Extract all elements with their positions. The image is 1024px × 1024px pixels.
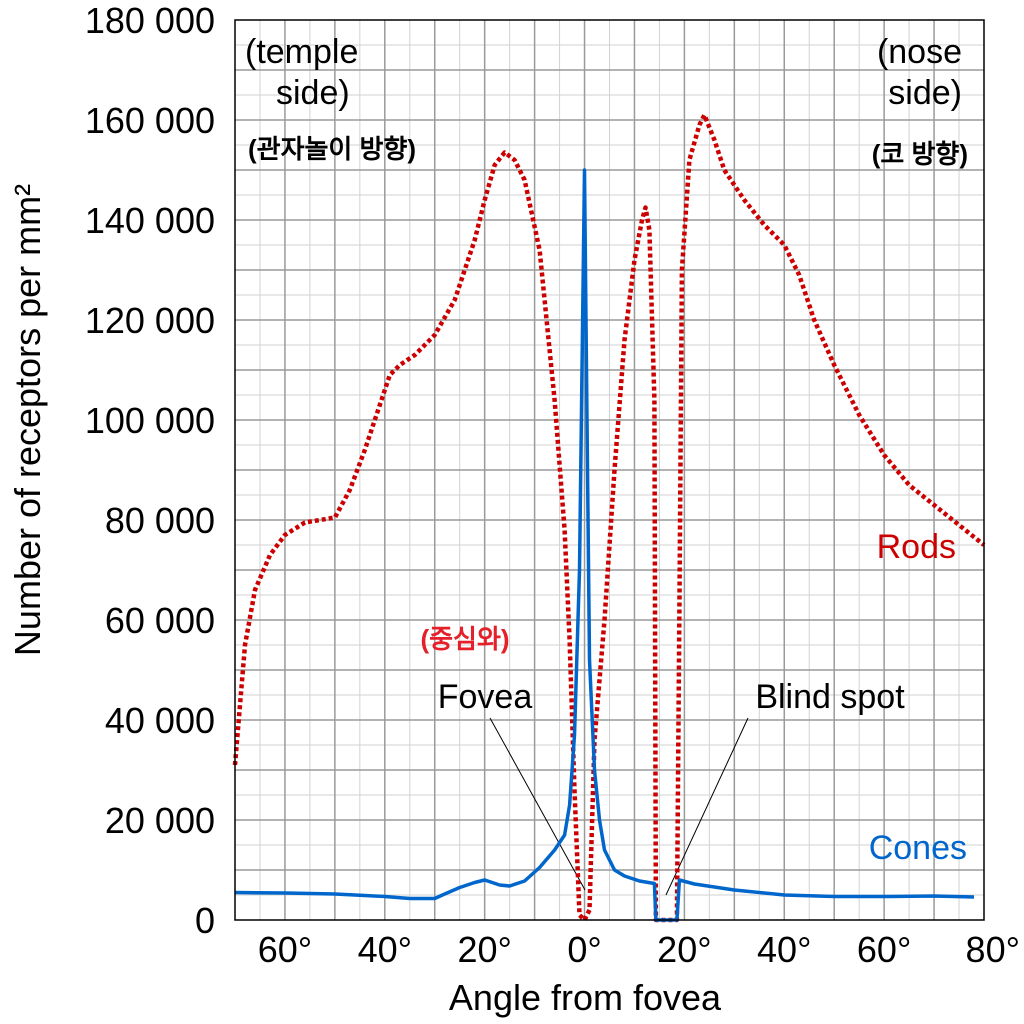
- cones-series-label: Cones: [869, 829, 967, 867]
- blind-spot-leader-line: [665, 717, 749, 896]
- rods-series-line: [232, 112, 986, 923]
- blind-spot-label: Blind spot: [755, 678, 905, 716]
- y-tick-label: 120 000: [85, 300, 215, 341]
- y-tick-label: 80 000: [105, 500, 215, 541]
- fovea-korean-label: (중심와): [420, 624, 509, 654]
- y-tick-label: 20 000: [105, 800, 215, 841]
- nose-side-label-line2: side): [888, 74, 962, 112]
- fovea-label: Fovea: [438, 678, 533, 716]
- y-axis-title: Number of receptors per mm²: [7, 184, 48, 656]
- nose-side-label-line1: (nose: [877, 33, 962, 71]
- y-tick-label: 0: [195, 900, 215, 941]
- x-axis-title: Angle from fovea: [449, 977, 722, 1018]
- y-tick-label: 40 000: [105, 700, 215, 741]
- x-tick-label: 60°: [857, 929, 911, 970]
- nose-side-korean-label: (코 방향): [872, 139, 968, 169]
- plot-frame: [234, 19, 985, 921]
- y-tick-labels: 0 20 000 40 000 60 000 80 000 100 000 120 000 1…: [85, 0, 215, 941]
- x-tick-label: 60°: [258, 929, 312, 970]
- annotation-leader-lines: [489, 717, 749, 896]
- x-tick-label: 20°: [657, 929, 711, 970]
- temple-side-label-line1: (temple: [245, 33, 358, 71]
- x-tick-labels: 60° 40° 20° 0° 20° 40° 60° 80°: [258, 929, 1020, 970]
- data-series: [232, 112, 986, 923]
- cones-series-line: [234, 168, 975, 922]
- x-tick-label: 40°: [358, 929, 412, 970]
- temple-side-korean-label: (관자놀이 방향): [248, 134, 416, 164]
- y-tick-label: 100 000: [85, 400, 215, 441]
- y-tick-label: 180 000: [85, 0, 215, 41]
- y-tick-label: 60 000: [105, 600, 215, 641]
- x-tick-label: 40°: [757, 929, 811, 970]
- y-tick-label: 140 000: [85, 200, 215, 241]
- x-tick-label: 0°: [567, 929, 601, 970]
- temple-side-label-line2: side): [276, 74, 350, 112]
- rods-series-label: Rods: [877, 528, 956, 566]
- x-tick-label: 80°: [966, 929, 1020, 970]
- y-tick-label: 160 000: [85, 100, 215, 141]
- major-gridlines: [235, 20, 984, 920]
- x-tick-label: 20°: [457, 929, 511, 970]
- fovea-leader-line: [489, 717, 586, 891]
